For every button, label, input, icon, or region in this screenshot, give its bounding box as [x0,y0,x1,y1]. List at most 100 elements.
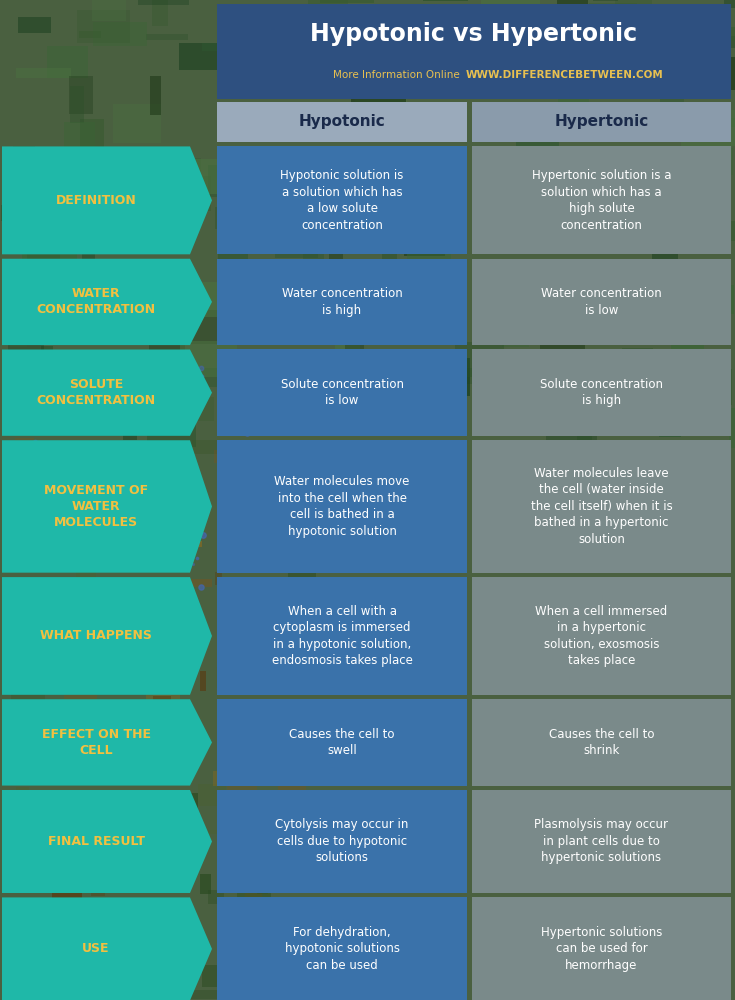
FancyBboxPatch shape [406,7,456,29]
FancyBboxPatch shape [516,142,559,158]
FancyBboxPatch shape [724,0,735,8]
FancyBboxPatch shape [533,115,580,131]
FancyBboxPatch shape [121,858,150,880]
FancyBboxPatch shape [569,28,616,61]
FancyBboxPatch shape [146,621,177,646]
FancyBboxPatch shape [614,0,653,5]
FancyBboxPatch shape [137,818,165,841]
FancyBboxPatch shape [569,223,622,253]
FancyBboxPatch shape [254,473,270,478]
FancyBboxPatch shape [93,0,126,21]
FancyBboxPatch shape [180,341,237,377]
Text: Plasmolysis may occur
in plant cells due to
hypertonic solutions: Plasmolysis may occur in plant cells due… [534,818,669,864]
FancyBboxPatch shape [702,309,717,340]
FancyBboxPatch shape [26,771,54,783]
FancyBboxPatch shape [472,102,731,142]
FancyBboxPatch shape [217,577,467,695]
FancyBboxPatch shape [69,76,93,114]
Text: SOLUTE
CONCENTRATION: SOLUTE CONCENTRATION [37,378,156,407]
FancyBboxPatch shape [80,815,89,830]
FancyBboxPatch shape [546,408,598,443]
FancyBboxPatch shape [502,310,528,347]
Text: FINAL RESULT: FINAL RESULT [48,835,145,848]
FancyBboxPatch shape [478,406,509,412]
FancyBboxPatch shape [65,122,96,154]
FancyBboxPatch shape [589,3,637,32]
Text: WHAT HAPPENS: WHAT HAPPENS [40,629,152,642]
FancyBboxPatch shape [257,499,271,511]
FancyBboxPatch shape [148,345,184,366]
FancyBboxPatch shape [115,930,123,951]
FancyBboxPatch shape [279,187,326,217]
FancyBboxPatch shape [345,345,364,382]
FancyBboxPatch shape [622,348,653,369]
FancyBboxPatch shape [22,241,76,269]
Polygon shape [2,577,212,695]
Text: When a cell immersed
in a hypertonic
solution, exosmosis
takes place: When a cell immersed in a hypertonic sol… [535,605,667,667]
FancyBboxPatch shape [320,0,374,3]
FancyBboxPatch shape [51,916,82,926]
FancyBboxPatch shape [234,78,274,90]
FancyBboxPatch shape [183,579,212,587]
FancyBboxPatch shape [37,547,59,562]
FancyBboxPatch shape [217,102,467,142]
FancyBboxPatch shape [123,913,151,935]
FancyBboxPatch shape [157,613,171,637]
FancyBboxPatch shape [40,346,54,371]
Text: Water molecules move
into the cell when the
cell is bathed in a
hypotonic soluti: Water molecules move into the cell when … [274,475,409,538]
FancyBboxPatch shape [455,342,503,377]
FancyBboxPatch shape [246,920,258,940]
FancyBboxPatch shape [255,586,285,611]
FancyBboxPatch shape [50,479,60,485]
FancyBboxPatch shape [147,418,196,447]
FancyBboxPatch shape [90,180,134,185]
FancyBboxPatch shape [57,621,69,626]
FancyBboxPatch shape [192,440,227,454]
FancyBboxPatch shape [57,753,77,774]
FancyBboxPatch shape [221,192,265,230]
FancyBboxPatch shape [472,259,731,345]
FancyBboxPatch shape [606,297,639,317]
FancyBboxPatch shape [502,372,560,383]
FancyBboxPatch shape [217,349,467,436]
FancyBboxPatch shape [695,285,734,314]
FancyBboxPatch shape [123,632,138,644]
FancyBboxPatch shape [480,61,516,88]
FancyBboxPatch shape [372,126,411,138]
FancyBboxPatch shape [472,577,731,695]
Text: WATER
CONCENTRATION: WATER CONCENTRATION [37,287,156,316]
FancyBboxPatch shape [208,890,224,904]
FancyBboxPatch shape [202,43,221,51]
FancyBboxPatch shape [406,380,459,406]
FancyBboxPatch shape [407,241,451,272]
FancyBboxPatch shape [381,205,417,229]
FancyBboxPatch shape [153,696,171,720]
FancyBboxPatch shape [10,682,46,706]
FancyBboxPatch shape [287,570,315,590]
FancyBboxPatch shape [179,468,193,484]
FancyBboxPatch shape [574,234,612,243]
Polygon shape [2,146,212,254]
FancyBboxPatch shape [365,382,393,390]
FancyBboxPatch shape [41,619,71,627]
FancyBboxPatch shape [94,805,111,810]
FancyBboxPatch shape [576,391,609,413]
FancyBboxPatch shape [141,549,169,570]
FancyBboxPatch shape [150,76,162,115]
FancyBboxPatch shape [284,842,301,854]
FancyBboxPatch shape [15,438,34,460]
FancyBboxPatch shape [543,354,559,391]
FancyBboxPatch shape [379,324,435,335]
FancyBboxPatch shape [551,288,567,294]
FancyBboxPatch shape [627,330,640,345]
FancyBboxPatch shape [575,29,590,60]
FancyBboxPatch shape [215,572,223,585]
FancyBboxPatch shape [146,681,180,705]
FancyBboxPatch shape [487,171,536,199]
Text: Solute concentration
is low: Solute concentration is low [281,378,404,407]
FancyBboxPatch shape [13,229,54,246]
FancyBboxPatch shape [70,86,84,123]
Text: Hypotonic solution is
a solution which has
a low solute
concentration: Hypotonic solution is a solution which h… [280,169,404,232]
Text: Hypertonic solutions
can be used for
hemorrhage: Hypertonic solutions can be used for hem… [541,926,662,972]
FancyBboxPatch shape [123,409,137,440]
